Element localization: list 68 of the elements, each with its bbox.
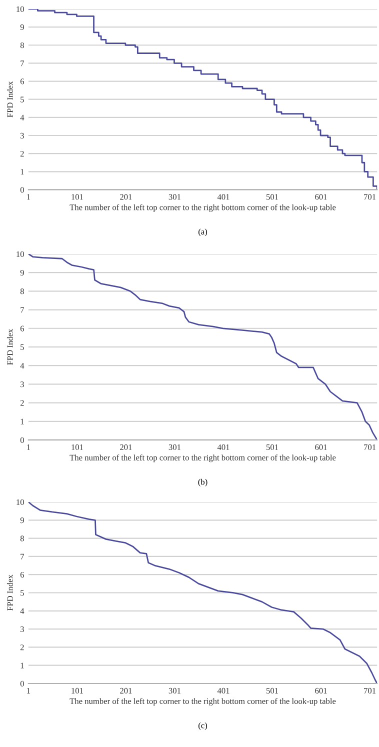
x-tick-label: 401 [217, 194, 230, 200]
x-tick-label: 501 [266, 444, 278, 450]
y-tick-label: 6 [20, 572, 24, 578]
x-tick-label: 701 [364, 194, 376, 200]
x-tick-label: 401 [217, 688, 230, 694]
y-tick-label: 6 [20, 78, 24, 84]
y-tick-label: 10 [16, 499, 24, 505]
x-tick-label: 701 [364, 688, 376, 694]
y-tick-label: 8 [20, 288, 24, 294]
x-tick-label: 201 [120, 444, 132, 450]
x-tick-label: 301 [168, 444, 180, 450]
x-axis-title: The number of the left top corner to the right bottom corner of the look-up table [70, 698, 336, 706]
y-tick-label: 5 [20, 590, 24, 596]
y-tick-label: 3 [20, 132, 24, 138]
x-tick-label: 601 [315, 444, 327, 450]
x-tick-label: 1 [27, 444, 30, 450]
x-tick-label: 101 [72, 194, 83, 200]
x-tick-label: 401 [217, 444, 230, 450]
y-tick-label: 0 [20, 437, 24, 443]
y-tick-label: 1 [20, 169, 24, 175]
x-tick-label: 201 [120, 194, 132, 200]
x-tick-label: 1 [27, 688, 30, 694]
y-tick-label: 9 [20, 270, 24, 276]
y-tick-label: 10 [16, 6, 24, 12]
text: (a) [198, 228, 208, 236]
y-tick-label: 5 [20, 96, 24, 102]
y-tick-label: 3 [20, 382, 24, 388]
y-tick-label: 3 [20, 626, 24, 632]
y-tick-label: 2 [20, 150, 24, 156]
x-tick-label: 501 [266, 194, 278, 200]
y-tick-label: 4 [20, 114, 24, 120]
y-tick-label: 0 [20, 187, 24, 193]
y-tick-label: 5 [20, 344, 24, 350]
x-tick-label: 201 [120, 688, 132, 694]
y-axis-title: FPD Index [6, 81, 13, 118]
y-tick-label: 9 [20, 24, 24, 30]
y-tick-label: 7 [20, 60, 24, 66]
line-series [28, 254, 378, 440]
x-axis-title: The number of the left top corner to the right bottom corner of the look-up table [70, 454, 336, 462]
y-tick-label: 1 [20, 662, 24, 668]
y-tick-label: 4 [20, 608, 24, 614]
y-tick-label: 8 [20, 536, 24, 542]
y-tick-label: 2 [20, 400, 24, 406]
x-tick-label: 301 [168, 688, 180, 694]
text: (c) [198, 722, 208, 730]
y-tick-label: 0 [20, 680, 24, 686]
x-tick-label: 601 [315, 194, 327, 200]
x-tick-label: 1 [27, 194, 30, 200]
x-tick-label: 101 [72, 688, 83, 694]
x-tick-label: 301 [168, 194, 180, 200]
y-tick-label: 9 [20, 518, 24, 524]
x-tick-label: 701 [364, 444, 376, 450]
y-tick-label: 6 [20, 326, 24, 332]
y-axis-title: FPD Index [6, 328, 13, 365]
text: (b) [198, 478, 208, 486]
y-tick-label: 7 [20, 554, 24, 560]
y-tick-label: 2 [20, 644, 24, 650]
x-axis-title: The number of the left top corner to the right bottom corner of the look-up table [70, 204, 336, 212]
y-tick-label: 10 [16, 251, 24, 257]
y-axis-title: FPD Index [6, 574, 13, 611]
x-tick-label: 601 [315, 688, 327, 694]
y-tick-label: 7 [20, 307, 24, 313]
y-tick-label: 1 [20, 418, 24, 424]
y-tick-label: 4 [20, 362, 24, 368]
line-series [28, 502, 378, 684]
x-tick-label: 101 [72, 444, 83, 450]
x-tick-label: 501 [266, 688, 278, 694]
y-tick-label: 8 [20, 42, 24, 48]
